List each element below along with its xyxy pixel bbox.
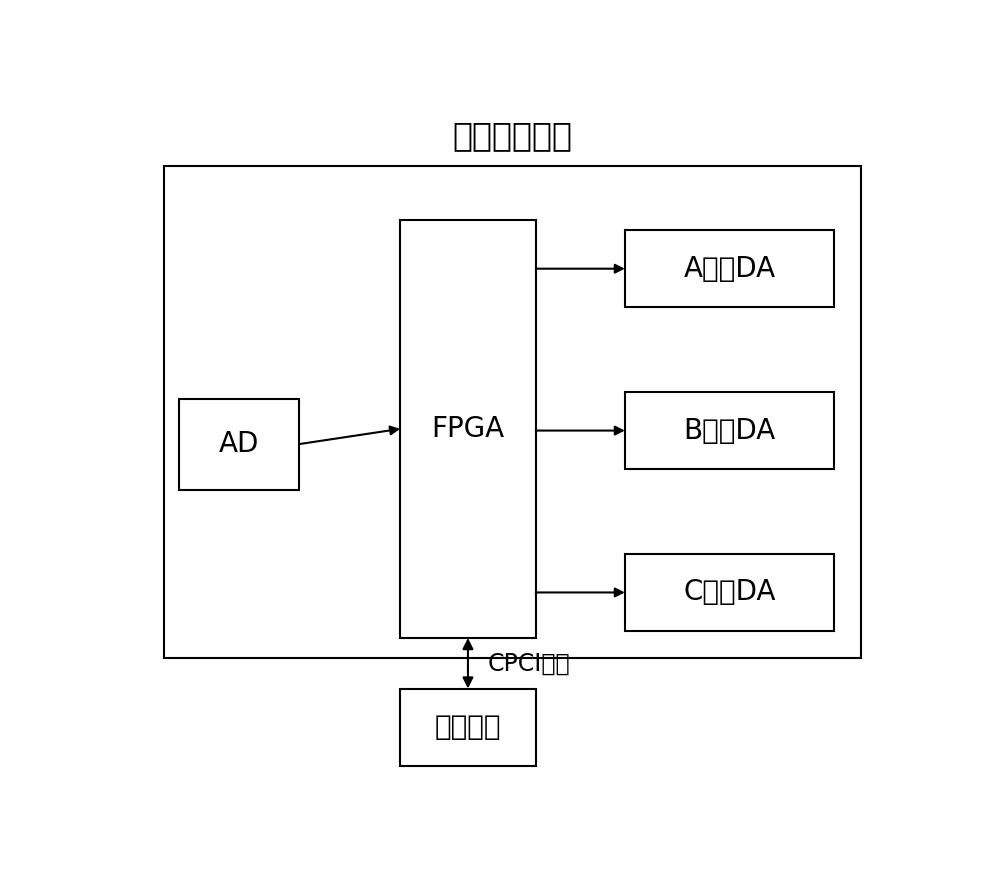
Bar: [625, 554, 834, 632]
Text: CPCI总线: CPCI总线: [487, 651, 570, 675]
Text: AD: AD: [219, 430, 260, 458]
Text: FPGA: FPGA: [431, 415, 505, 443]
Bar: [179, 399, 299, 490]
Text: B支路DA: B支路DA: [683, 417, 776, 445]
Bar: [400, 220, 536, 638]
Text: 试验设置: 试验设置: [435, 713, 501, 741]
Text: A支路DA: A支路DA: [683, 255, 776, 283]
Text: 信号处理板卡: 信号处理板卡: [452, 119, 572, 152]
Bar: [625, 392, 834, 470]
Bar: [400, 689, 536, 766]
Bar: [625, 230, 834, 307]
Text: C支路DA: C支路DA: [683, 578, 776, 606]
Bar: [164, 166, 861, 658]
